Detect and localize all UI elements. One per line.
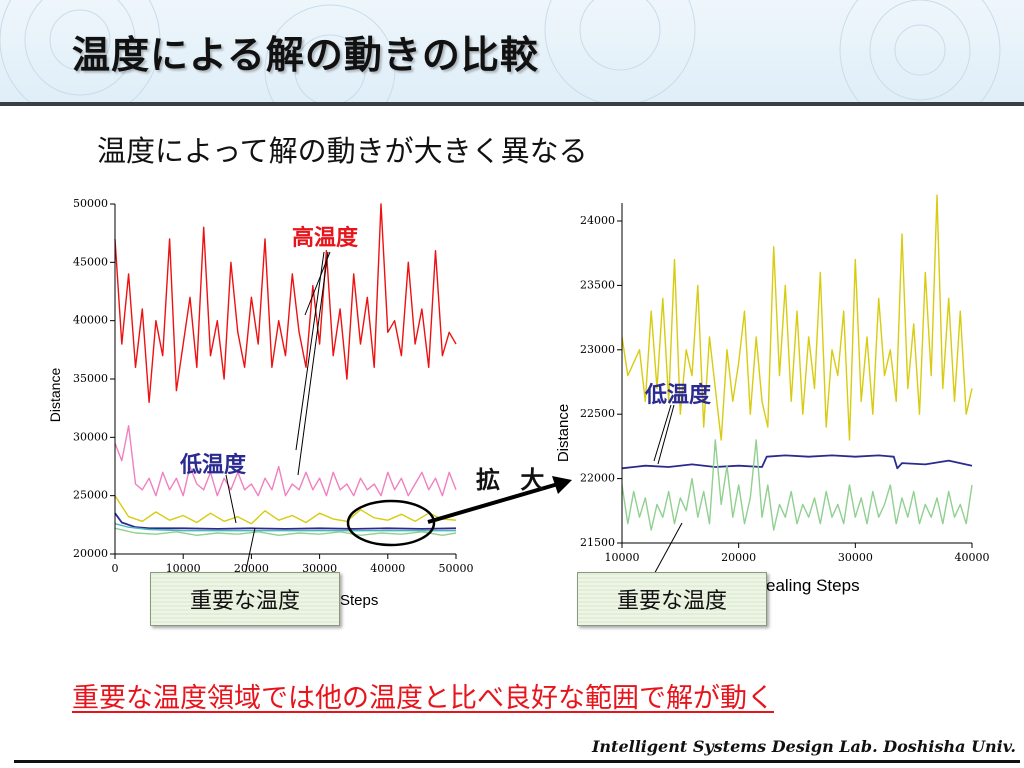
low-temp-pointer <box>225 474 237 524</box>
zoom-ellipse <box>346 499 436 547</box>
y-tick-label: 24000 <box>580 214 615 227</box>
series-line-yellow <box>114 495 457 525</box>
y-tick-label: 21500 <box>580 536 615 549</box>
series-line-yellow <box>621 194 973 441</box>
y-tick-label: 23000 <box>580 343 615 356</box>
zoom-arrow <box>427 476 572 524</box>
series-line-pink <box>114 424 457 497</box>
y-tick-label: 40000 <box>73 314 108 327</box>
series-line-green <box>114 527 457 536</box>
x-tick-label: 20000 <box>721 551 756 564</box>
high-temp-pointer <box>297 251 329 476</box>
y-tick-label: 20000 <box>73 547 108 560</box>
high-temp-pointer <box>295 251 325 451</box>
important-pointer <box>651 522 683 579</box>
x-tick-label: 20000 <box>234 562 269 575</box>
chart-right-svg: 21500 22000 22500 23000 23500 24000 10000 20000… <box>555 194 990 595</box>
y-tick-label: 45000 <box>73 255 108 268</box>
header-pattern <box>0 0 1001 104</box>
left-x-axis-label: Steps <box>340 592 378 609</box>
chart-left-svg: 20000 25000 30000 35000 40000 45000 50000 0 1000… <box>47 197 474 609</box>
conclusion-text: 重要な温度領域では他の温度と比べ良好な範囲で解が動く <box>72 683 774 714</box>
x-tick-label: 10000 <box>605 551 640 564</box>
footer-lab-name: Intelligent Systems Design Lab. Doshisha… <box>591 737 1016 756</box>
x-tick-label: 40000 <box>955 551 990 564</box>
high-temp-pointer <box>304 251 331 316</box>
y-tick-label: 22000 <box>580 472 615 485</box>
high-temp-label: 高温度 <box>292 226 359 251</box>
series-line-green <box>621 439 973 531</box>
y-tick-label: 30000 <box>73 430 108 443</box>
left-y-axis-label: Distance <box>47 368 63 423</box>
chart-left: 20000 25000 30000 35000 40000 45000 50000 0 1000… <box>40 190 480 615</box>
low-temp-pointer <box>657 404 675 465</box>
zoom-label: 拡 大 <box>476 466 551 494</box>
footer-rule <box>14 760 1020 763</box>
y-tick-label: 35000 <box>73 372 108 385</box>
low-temp-pointer <box>653 404 672 462</box>
header-rule <box>0 102 1024 106</box>
y-tick-label: 25000 <box>73 489 108 502</box>
x-tick-label: 0 <box>112 562 119 575</box>
series-line-teal <box>114 523 456 532</box>
slide-subtitle: 温度によって解の動きが大きく異なる <box>97 134 588 168</box>
important-temp-label-left: 重要な温度 <box>150 572 340 626</box>
important-temp-label-right: 重要な温度 <box>577 572 767 626</box>
x-tick-label: 30000 <box>838 551 873 564</box>
chart-right: 21500 22000 22500 23000 23500 24000 10000 20000… <box>548 183 996 597</box>
y-tick-label: 22500 <box>580 407 615 420</box>
header-band <box>0 0 1024 104</box>
right-x-axis-label: ealing Steps <box>766 576 860 595</box>
right-y-axis-label: Distance <box>555 404 572 462</box>
series-line-low <box>621 454 973 470</box>
y-tick-label: 50000 <box>73 197 108 210</box>
series-line-low <box>114 512 457 530</box>
important-pointer <box>244 527 256 576</box>
x-tick-label: 50000 <box>439 562 474 575</box>
x-tick-label: 40000 <box>370 562 405 575</box>
y-tick-label: 23500 <box>580 278 615 291</box>
slide-title: 温度による解の動きの比較 <box>72 33 539 77</box>
x-tick-label: 10000 <box>166 562 201 575</box>
low-temp-label-left: 低温度 <box>180 453 247 478</box>
series-line-high <box>114 203 457 404</box>
x-tick-label: 30000 <box>302 562 337 575</box>
low-temp-label-right: 低温度 <box>645 383 712 408</box>
